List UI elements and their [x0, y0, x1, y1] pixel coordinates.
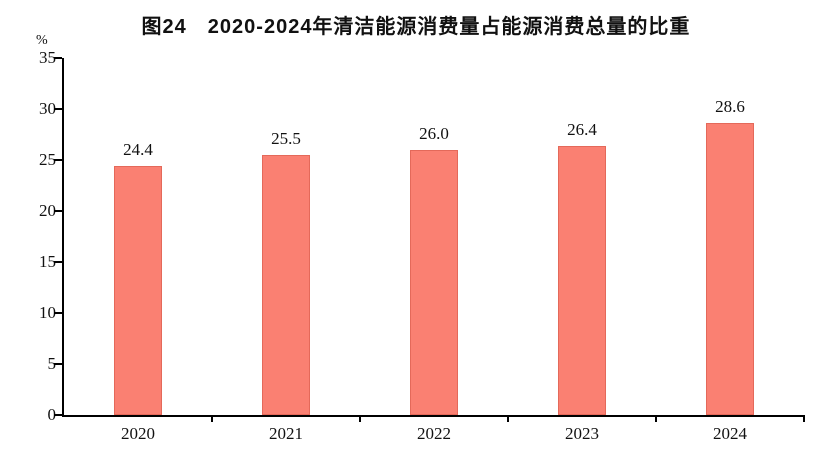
category-slot: 26.4 2023 [508, 58, 656, 443]
x-tick-label: 2023 [565, 424, 599, 443]
x-tick-mark [211, 415, 213, 422]
category-slot: 25.5 2021 [212, 58, 360, 443]
category-slot: 28.6 2024 [656, 58, 804, 443]
y-tick-mark [54, 312, 62, 314]
x-tick-label: 2020 [121, 424, 155, 443]
y-tick-label: 10 [39, 303, 56, 322]
bar-value-label: 25.5 [271, 128, 301, 148]
chart-title: 图24 2020-2024年清洁能源消费量占能源消费总量的比重 [141, 16, 691, 38]
y-tick-mark [54, 210, 62, 212]
x-tick-label: 2021 [269, 424, 303, 443]
y-tick-label: 5 [47, 354, 57, 373]
x-tick-label: 2024 [713, 424, 747, 443]
y-tick-label: 0 [47, 405, 57, 424]
x-tick-mark [507, 415, 509, 422]
bar [114, 166, 162, 415]
y-tick-label: 25 [39, 150, 56, 169]
y-tick-mark [54, 363, 62, 365]
x-tick-mark [655, 415, 657, 422]
x-tick-mark [803, 415, 805, 422]
bar [706, 123, 754, 415]
bar [262, 154, 310, 415]
y-tick-mark [54, 57, 62, 59]
y-tick-label: 20 [39, 201, 56, 220]
bar-value-label: 26.0 [419, 123, 449, 143]
category-slot: 26.0 2022 [360, 58, 508, 443]
bar [558, 145, 606, 415]
y-tick-mark [54, 261, 62, 263]
bar-value-label: 28.6 [715, 97, 745, 117]
y-axis-unit-label: % [36, 33, 48, 48]
y-tick-mark [54, 159, 62, 161]
x-tick-label: 2022 [417, 424, 451, 443]
y-tick-mark [54, 414, 62, 416]
x-tick-mark [359, 415, 361, 422]
y-tick-label: 30 [39, 99, 56, 118]
y-tick-label: 35 [39, 48, 56, 67]
y-tick-mark [54, 108, 62, 110]
plot-area: 0 5 10 15 20 25 30 35 24.4 2020 25.5 2021 26.0 2022 26… [39, 48, 805, 443]
category-slot: 24.4 2020 [64, 58, 212, 443]
y-tick-label: 15 [39, 252, 56, 271]
bar [410, 149, 458, 415]
bar-value-label: 24.4 [123, 140, 153, 160]
bar-value-label: 26.4 [567, 119, 597, 139]
